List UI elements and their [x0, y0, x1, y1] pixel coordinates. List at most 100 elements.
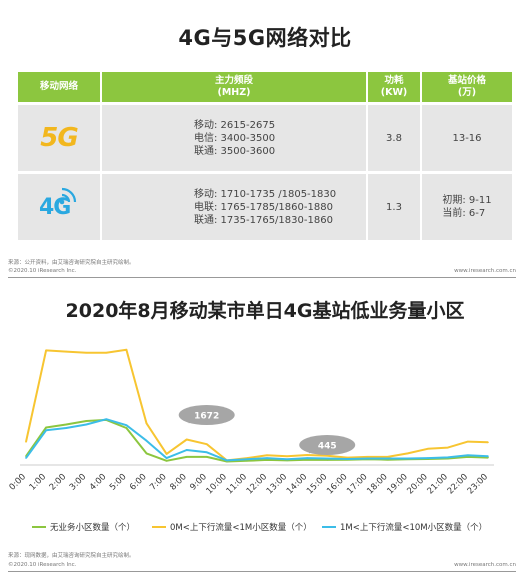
band-line: 电联: 1765-1785/1860-1880 — [194, 201, 333, 213]
line-chart: 0:00 1:00 2:00 3:00 4:00 5:00 6:00 7:00 8:00 9:00… — [8, 348, 494, 496]
legend-item-yellow: 0M<上下行流量<1M小区数量（个） — [152, 521, 312, 533]
row-4g-logo: 4G — [18, 174, 100, 240]
series-2-point — [45, 349, 47, 352]
series-2-point — [125, 348, 128, 351]
row-5g-price: 13-16 — [422, 105, 512, 171]
series-1-point — [125, 427, 128, 429]
series-3-point — [326, 457, 329, 460]
divider-bottom — [8, 571, 516, 572]
series-2-point — [145, 422, 148, 425]
legend-swatch — [152, 526, 166, 528]
series-3-point — [185, 449, 188, 451]
series-2-point — [366, 456, 369, 458]
x-tick-label: 0:00 — [8, 472, 29, 493]
series-3-point — [165, 457, 168, 459]
series-2-point — [326, 454, 329, 457]
legend-item-green: 无业务小区数量（个） — [32, 521, 135, 533]
source-note-top: 来源：公开资料，由艾瑞咨询研究院自主研究绘制。 — [8, 260, 135, 266]
legend-swatch — [32, 526, 46, 528]
series-3-point — [85, 423, 88, 426]
series-2-point — [85, 351, 88, 354]
series-1-point — [205, 456, 208, 458]
comparison-title: 4G与5G网络对比 — [178, 26, 352, 50]
series-line-2 — [25, 348, 489, 462]
header-band: 主力频段 (MHZ) — [102, 72, 366, 102]
x-tick-label: 7:00 — [148, 472, 169, 493]
row-5g-bands: 移动: 2615-2675 电信: 3400-3500 联通: 3500-360… — [102, 105, 366, 171]
x-tick-label: 21:00 — [426, 472, 450, 496]
price-line: 当前: 6-7 — [442, 208, 486, 219]
series-1-point — [306, 458, 309, 461]
series-2-point — [266, 454, 268, 457]
x-tick-label: 14:00 — [285, 472, 309, 496]
series-3-point — [105, 418, 108, 420]
annotation-bubble — [178, 405, 235, 425]
series-line-3 — [25, 418, 489, 462]
series-3-point — [406, 457, 409, 460]
band-line: 联通: 3500-3600 — [194, 145, 276, 157]
chart-legend: 无业务小区数量（个） 0M<上下行流量<1M小区数量（个） 1M<上下行流量<1… — [0, 521, 530, 535]
series-2-point — [165, 453, 168, 455]
series-1-point — [266, 459, 268, 461]
x-tick-label: 1:00 — [28, 472, 49, 493]
series-3-point — [125, 424, 128, 426]
annotation-label: 1672 — [194, 412, 219, 422]
x-tick-label: 19:00 — [385, 472, 409, 496]
series-3-point — [286, 458, 288, 461]
x-tick-label: 11:00 — [225, 472, 249, 496]
source-note-bottom: 来源：现网数据，由艾瑞咨询研究院自主研究绘制。 — [8, 553, 135, 559]
x-tick-label: 6:00 — [128, 472, 149, 493]
series-2-point — [467, 440, 469, 443]
header-price: 基站价格 (万) — [422, 72, 512, 102]
price-line: 初期: 9-11 — [442, 195, 492, 206]
series-3-point — [386, 457, 389, 460]
header-power: 功耗 (KW) — [368, 72, 420, 102]
x-tick-label: 23:00 — [466, 472, 490, 496]
series-1-point — [145, 452, 148, 455]
series-2-point — [286, 455, 288, 458]
series-2-point — [406, 452, 409, 455]
series-3-point — [487, 455, 489, 458]
x-tick-label: 13:00 — [265, 472, 289, 496]
divider — [8, 277, 516, 278]
series-2-point — [205, 443, 208, 445]
legend-item-blue: 1M<上下行流量<10M小区数量（个） — [322, 521, 487, 533]
series-1-point — [487, 456, 489, 459]
series-line-1 — [25, 418, 489, 463]
x-tick-label: 15:00 — [305, 472, 329, 496]
series-3-point — [426, 457, 429, 459]
series-3-point — [246, 458, 248, 461]
series-2-point — [386, 456, 389, 458]
x-tick-label: 4:00 — [88, 472, 109, 493]
row-5g-logo: 5G — [18, 105, 100, 171]
copyright-bottom: ©2020.10 iResearch Inc. — [8, 562, 77, 568]
band-line: 移动: 1710-1735 /1805-1830 — [194, 188, 337, 200]
series-3-point — [346, 458, 349, 460]
x-tick-label: 22:00 — [446, 472, 470, 496]
x-tick-label: 2:00 — [48, 472, 69, 493]
series-3-point — [467, 454, 469, 457]
x-tick-label: 3:00 — [68, 472, 89, 493]
x-tick-label: 20:00 — [405, 472, 429, 496]
series-1-point — [45, 426, 47, 429]
series-3-point — [266, 457, 268, 459]
series-1-point — [65, 423, 67, 426]
series-1-point — [467, 456, 469, 458]
series-3-point — [226, 459, 228, 462]
annotation-bubble — [299, 435, 356, 455]
series-2-point — [487, 441, 489, 444]
4g-signal-logo-icon: 4G — [35, 185, 83, 229]
x-tick-label: 18:00 — [365, 472, 389, 496]
series-1-point — [185, 456, 188, 458]
x-tick-label: 17:00 — [345, 472, 369, 496]
row-4g-power: 1.3 — [368, 174, 420, 240]
row-5g-power: 3.8 — [368, 105, 420, 171]
series-2-point — [185, 438, 188, 441]
header-network: 移动网络 — [18, 72, 100, 102]
site-top: www.iresearch.com.cn — [454, 268, 516, 274]
series-2-point — [306, 454, 309, 456]
series-2-point — [105, 351, 108, 354]
row-4g-bands: 移动: 1710-1735 /1805-1830 电联: 1765-1785/1… — [102, 174, 366, 240]
x-tick-label: 16:00 — [325, 472, 349, 496]
series-3-point — [306, 457, 309, 459]
